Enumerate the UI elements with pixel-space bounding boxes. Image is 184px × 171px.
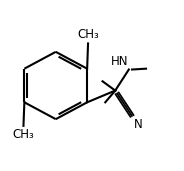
Text: HN: HN	[110, 55, 128, 68]
Text: N: N	[134, 118, 143, 131]
Text: CH₃: CH₃	[13, 128, 34, 141]
Text: CH₃: CH₃	[77, 28, 99, 41]
